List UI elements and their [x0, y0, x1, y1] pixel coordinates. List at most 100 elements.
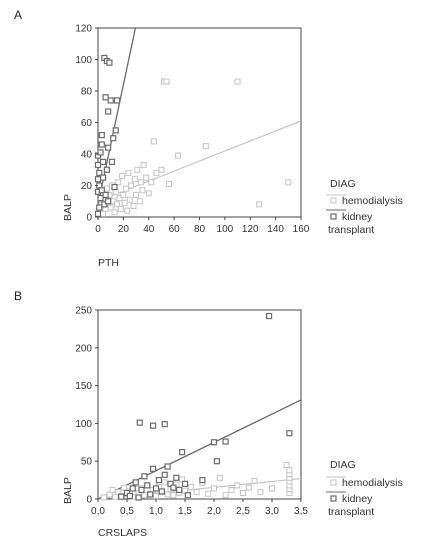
data-point-hemodialysis: [163, 78, 170, 85]
data-point-kidney-transplant: [158, 488, 165, 495]
panel-b-y-tick-label: 50: [81, 457, 93, 468]
panel-b-legend-kidney-label-line1: kidney transplant: [328, 493, 374, 518]
data-point-hemodialysis: [140, 162, 147, 169]
data-point-hemodialysis: [153, 169, 160, 176]
panel-a-x-ticks: 0 20 40 60 80 100 120 140 160: [95, 217, 310, 235]
panel-a-legend-hemodialysis-marker: [330, 197, 337, 204]
data-point-hemodialysis: [116, 195, 123, 202]
data-point-hemodialysis: [141, 492, 148, 499]
panel-b-legend-title: DIAG: [330, 459, 356, 471]
panel-a-x-tick-label: 100: [217, 224, 234, 235]
panel-a-legend: DIAG hemodialysis kidney transplant: [326, 178, 403, 236]
data-point-hemodialysis: [121, 484, 128, 491]
data-point-kidney-transplant: [108, 158, 116, 165]
data-point-kidney-transplant: [286, 430, 293, 437]
data-point-hemodialysis: [286, 467, 293, 474]
data-point-kidney-transplant: [173, 474, 180, 481]
data-point-hemodialysis: [245, 484, 252, 491]
data-point-kidney-transplant: [98, 132, 105, 139]
fit-line-kidney-transplant: [97, 399, 302, 500]
data-point-kidney-transplant: [150, 422, 157, 429]
panel-a-legend-kidney-marker: [330, 213, 337, 220]
panel-b-x-tick-label: 2,5: [236, 506, 250, 517]
data-point-hemodialysis: [115, 179, 122, 186]
data-point-hemodialysis: [111, 209, 118, 216]
data-point-kidney-transplant: [266, 312, 273, 320]
data-point-kidney-transplant: [102, 191, 109, 199]
panel-a-x-tick-label: 80: [194, 224, 206, 235]
data-point-hemodialysis: [131, 176, 138, 183]
panel-a-y-tick-label: 100: [75, 55, 92, 66]
data-point-hemodialysis: [120, 191, 127, 198]
panel-b-x-axis-label: CRSLAPS: [98, 527, 147, 539]
panel-b-x-tick-label: 0,5: [120, 506, 134, 517]
data-point-kidney-transplant: [97, 149, 104, 156]
data-point-hemodialysis: [130, 202, 137, 209]
data-point-hemodialysis: [153, 492, 159, 499]
panel-b-y-axis-label: BALP: [62, 477, 74, 504]
data-point-kidney-transplant: [112, 127, 119, 134]
data-point-kidney-transplant: [106, 59, 113, 66]
panel-b-legend-hemodialysis-label: hemodialysis: [342, 477, 403, 489]
data-point-hemodialysis: [174, 152, 181, 159]
data-point-hemodialysis: [251, 477, 258, 484]
data-point-hemodialysis: [240, 489, 246, 496]
data-point-kidney-transplant: [111, 183, 118, 191]
panel-a-y-tick-label: 60: [81, 118, 93, 129]
data-point-hemodialysis: [202, 143, 209, 150]
data-point-kidney-transplant: [213, 458, 220, 465]
data-point-kidney-transplant: [138, 486, 145, 494]
data-point-kidney-transplant: [99, 174, 107, 181]
panel-b-plot-frame: [97, 309, 302, 500]
data-point-kidney-transplant: [96, 204, 103, 211]
data-point-kidney-transplant: [113, 97, 121, 104]
data-point-hemodialysis: [150, 138, 157, 145]
data-point-hemodialysis: [124, 207, 131, 214]
panel-b-legend-kidney-marker: [330, 495, 337, 502]
panel-b-points: [100, 312, 293, 501]
data-point-hemodialysis: [107, 204, 114, 211]
data-point-kidney-transplant: [199, 477, 206, 484]
panel-a-y-tick-label: 120: [75, 24, 92, 35]
panel-a-y-axis-label: BALP: [62, 194, 74, 221]
data-point-kidney-transplant: [170, 484, 177, 491]
panel-b-x-tick-label: 0,0: [91, 506, 105, 517]
data-point-hemodialysis: [119, 173, 126, 180]
data-point-kidney-transplant: [96, 169, 103, 176]
data-point-hemodialysis: [283, 461, 290, 468]
data-point-kidney-transplant: [94, 176, 102, 183]
data-point-kidney-transplant: [105, 144, 112, 151]
panel-a-x-tick-label: 120: [242, 224, 259, 235]
panel-a-y-tick-label: 0: [86, 213, 92, 224]
panel-b-x-tick-label: 3,5: [294, 506, 308, 517]
data-point-hemodialysis: [109, 486, 116, 493]
data-point-kidney-transplant: [105, 198, 112, 205]
data-point-kidney-transplant: [129, 485, 136, 492]
panel-b-y-tick-label: 100: [75, 419, 92, 430]
data-point-hemodialysis: [134, 166, 141, 173]
data-point-hemodialysis: [216, 474, 223, 481]
data-point-hemodialysis: [158, 166, 165, 173]
data-point-hemodialysis: [117, 206, 124, 213]
panel-a-points: [94, 54, 292, 217]
panel-b-legend-hemodialysis-marker: [330, 479, 337, 486]
data-point-hemodialysis: [234, 78, 241, 85]
panel-a-y-tick-label: 40: [81, 150, 93, 161]
data-point-hemodialysis: [145, 190, 152, 197]
panel-a-y-tick-label: 20: [81, 181, 93, 192]
data-point-kidney-transplant: [150, 465, 157, 472]
data-point-hemodialysis: [127, 182, 134, 189]
data-point-hemodialysis: [187, 483, 194, 490]
data-point-hemodialysis: [121, 199, 128, 206]
panel-a-legend-title: DIAG: [330, 178, 356, 190]
panel-b-y-ticks: 0 50 100 150 200 250: [75, 306, 98, 506]
data-point-hemodialysis: [148, 179, 155, 186]
data-point-hemodialysis: [125, 169, 132, 176]
data-point-kidney-transplant: [155, 477, 162, 484]
data-point-hemodialysis: [205, 490, 212, 497]
data-point-hemodialysis: [170, 492, 177, 499]
data-point-kidney-transplant: [210, 439, 218, 446]
data-point-kidney-transplant: [98, 187, 105, 194]
data-point-hemodialysis: [138, 179, 145, 186]
panel-b-y-tick-label: 150: [75, 381, 92, 392]
